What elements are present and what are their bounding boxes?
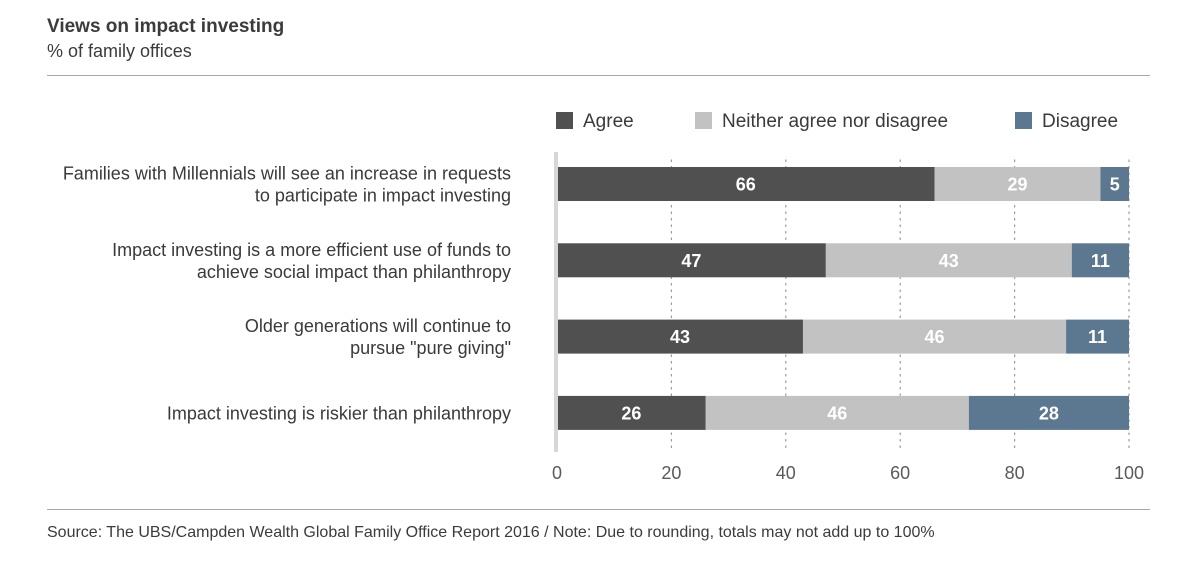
bar-segment <box>1100 167 1129 201</box>
bar-value-label: 26 <box>621 403 641 423</box>
bar-value-label: 28 <box>1039 403 1059 423</box>
bar-segment <box>1066 319 1129 354</box>
bar-segment <box>934 167 1101 201</box>
bar-segment <box>557 243 826 278</box>
category-label: Older generations will continue to pursue… <box>245 316 511 358</box>
bar-value-label: 66 <box>736 175 756 195</box>
x-axis: 0 20 40 60 80 100 <box>552 152 1144 483</box>
bar-value-label: 46 <box>925 327 945 347</box>
bar-segment <box>825 243 1072 278</box>
bar-segment <box>802 319 1067 354</box>
bar-layer: 66 29 5 47 43 11 43 46 11 26 46 28 <box>557 167 1129 430</box>
bar-value-label: 11 <box>1091 251 1110 271</box>
legend: Agree Neither agree nor disagree Disagree <box>556 111 1118 132</box>
x-tick-label: 60 <box>890 463 910 483</box>
category-label: Impact investing is a more efficient use… <box>112 240 511 282</box>
bar-segment <box>968 395 1129 430</box>
x-tick-label: 0 <box>552 463 562 483</box>
chart-title: Views on impact investing <box>47 16 285 37</box>
x-tick-label: 40 <box>776 463 796 483</box>
source-note: Source: The UBS/Campden Wealth Global Fa… <box>47 524 935 541</box>
legend-swatch <box>1015 112 1032 129</box>
bar-value-label: 29 <box>1007 175 1027 195</box>
bottom-divider <box>47 509 1150 510</box>
top-divider <box>47 75 1150 76</box>
bar-segment <box>705 395 969 430</box>
category-label: Families with Millennials will see an in… <box>63 164 511 206</box>
bar-value-label: 46 <box>827 403 847 423</box>
legend-swatch <box>556 112 573 129</box>
y-axis-line <box>554 152 558 452</box>
bar-segment <box>557 319 803 354</box>
legend-label: Neither agree nor disagree <box>722 111 948 132</box>
legend-label: Agree <box>583 111 634 132</box>
bar-value-label: 47 <box>681 251 701 271</box>
x-tick-label: 80 <box>1005 463 1025 483</box>
chart-subtitle: % of family offices <box>47 41 192 61</box>
category-labels: Families with Millennials will see an in… <box>63 164 511 424</box>
bar-value-label: 43 <box>939 251 959 271</box>
bar-segment <box>1071 243 1129 278</box>
bar-value-label: 5 <box>1110 175 1120 195</box>
bar-segment <box>557 395 706 430</box>
legend-label: Disagree <box>1042 111 1118 132</box>
x-tick-label: 20 <box>661 463 681 483</box>
x-tick-label: 100 <box>1114 463 1144 483</box>
bar-value-label: 43 <box>670 327 690 347</box>
bar-value-label: 11 <box>1088 327 1107 347</box>
legend-swatch <box>695 112 712 129</box>
bar-segment <box>557 167 935 201</box>
category-label: Impact investing is riskier than philant… <box>167 403 511 423</box>
